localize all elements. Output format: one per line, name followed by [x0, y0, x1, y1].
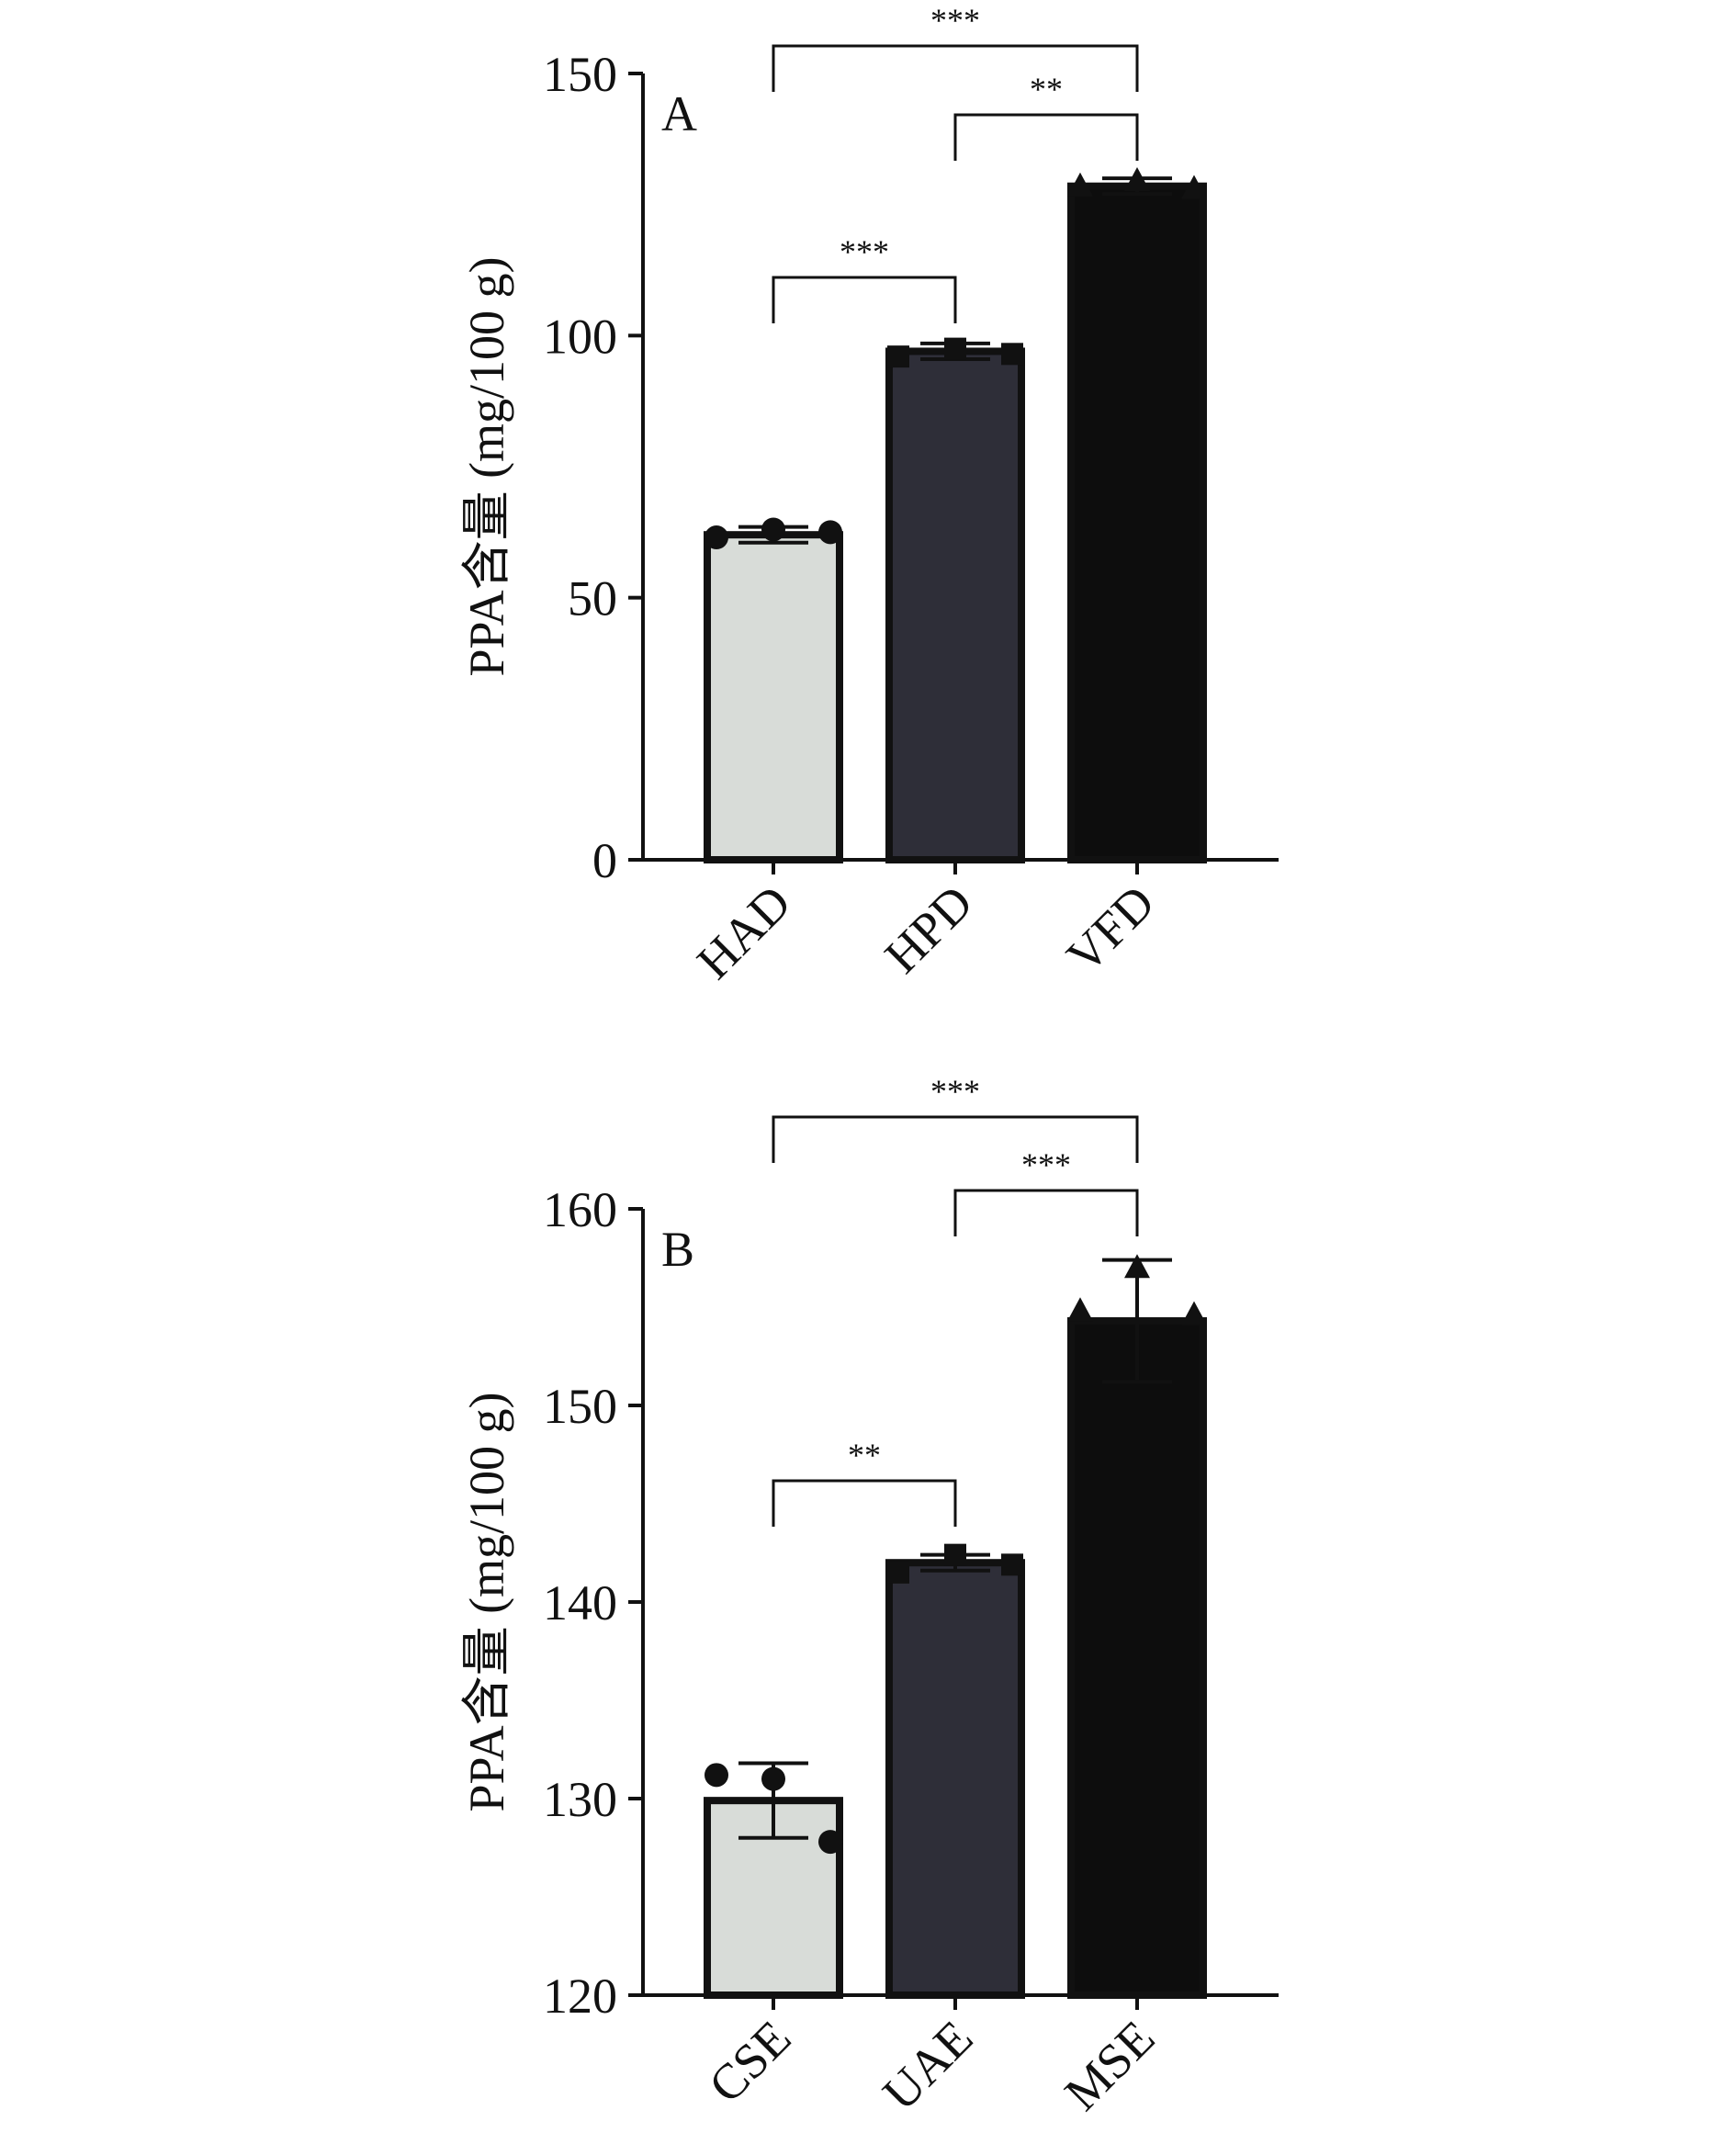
data-point-triangle [1124, 1254, 1150, 1279]
y-tick-label: 150 [543, 1379, 617, 1434]
bar-vfd [1067, 182, 1207, 863]
y-axis-title: PPA含量 (mg/100 g) [459, 256, 514, 676]
panel-label: B [661, 1222, 694, 1277]
data-point-square [887, 1561, 909, 1584]
data-point-square [1001, 1553, 1023, 1576]
y-tick-label: 0 [592, 833, 617, 888]
data-point-circle [705, 525, 728, 550]
significance-bracket [953, 1189, 1139, 1236]
significance-bracket [772, 44, 1139, 92]
x-category-label: UAE [873, 2010, 984, 2121]
y-tick-label: 50 [568, 571, 617, 626]
panel-b-chart: 120 130 140 150 160 PPA含量 (mg/100 g) B CSE UAE MS… [459, 1073, 1279, 2121]
data-point-triangle [1181, 1301, 1207, 1326]
y-axis-title: PPA含量 (mg/100 g) [459, 1392, 514, 1811]
y-tick-label: 130 [543, 1772, 617, 1827]
x-category-label: VFD [1056, 874, 1166, 984]
bar-mse [1067, 1316, 1207, 1999]
data-point-triangle [1124, 166, 1150, 191]
data-point-square [1001, 343, 1023, 366]
data-point-circle [761, 1766, 785, 1791]
bar-hpd [885, 347, 1025, 864]
y-tick-label: 150 [543, 47, 617, 102]
data-point-triangle [1067, 172, 1093, 197]
x-category-label: HAD [686, 874, 801, 989]
significance-label: *** [930, 2, 980, 39]
bar-uae [885, 1559, 1025, 1999]
panel-label: A [661, 86, 697, 141]
y-tick-label: 120 [543, 1969, 617, 2024]
significance-label: *** [930, 1073, 980, 1110]
significance-bracket [772, 1479, 957, 1527]
data-point-square [944, 337, 966, 360]
significance-label: *** [1021, 1146, 1071, 1183]
data-point-square [944, 1543, 966, 1566]
x-category-label: MSE [1054, 2010, 1166, 2121]
x-category-label: CSE [698, 2010, 801, 2113]
significance-label: ** [1030, 71, 1063, 107]
data-point-circle [761, 517, 785, 542]
data-point-circle [705, 1763, 728, 1788]
data-point-triangle [1067, 1297, 1093, 1322]
data-point-square [887, 345, 909, 368]
x-category-label: HPD [874, 874, 984, 984]
bar-had [704, 531, 843, 863]
significance-label: ** [848, 1437, 881, 1473]
data-point-circle [818, 1830, 842, 1855]
data-point-triangle [1181, 175, 1207, 199]
significance-bracket [772, 276, 957, 323]
y-tick-label: 140 [543, 1575, 617, 1630]
significance-label: *** [840, 233, 889, 270]
y-tick-label: 160 [543, 1182, 617, 1237]
y-tick-label: 100 [543, 309, 617, 364]
significance-bracket [953, 113, 1139, 161]
significance-bracket [772, 1115, 1139, 1163]
data-point-circle [818, 520, 842, 545]
